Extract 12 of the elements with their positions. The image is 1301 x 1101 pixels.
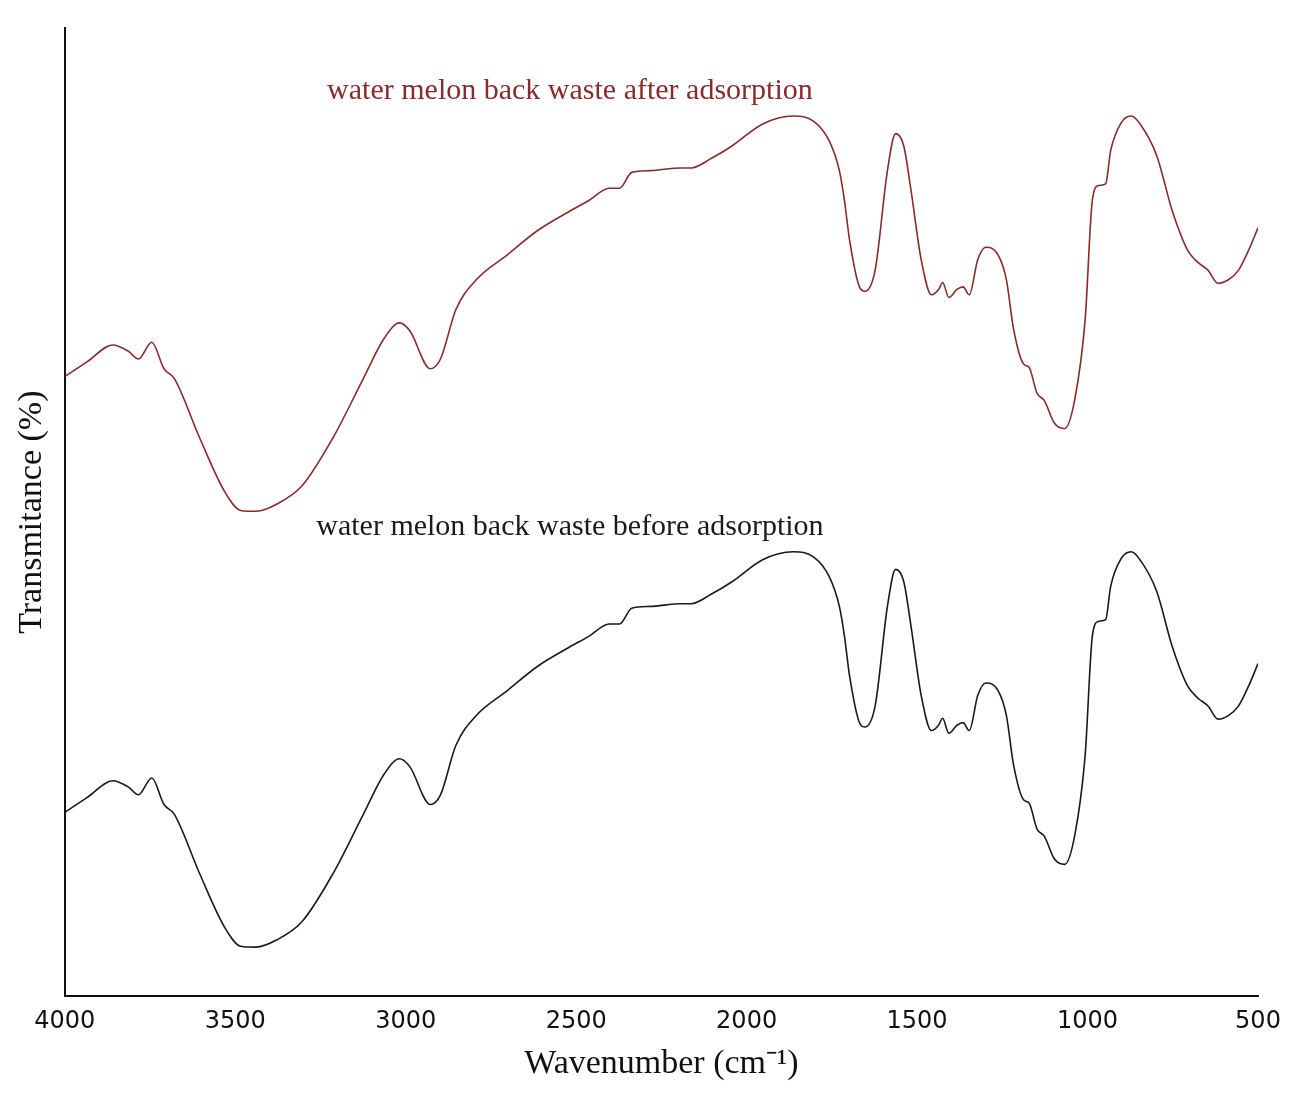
x-tick-label: 3500 <box>204 1006 266 1035</box>
x-tick-label: 4000 <box>34 1006 96 1035</box>
x-tick-label: 1000 <box>1057 1006 1119 1035</box>
x-axis-title: Wavenumber (cm⁻¹) <box>524 1042 799 1081</box>
x-tick-label: 500 <box>1235 1006 1281 1035</box>
x-tick-label: 2500 <box>545 1006 607 1035</box>
x-tick-label: 2000 <box>716 1006 778 1035</box>
x-tick-label: 3000 <box>375 1006 437 1035</box>
x-tick-label: 1500 <box>886 1006 948 1035</box>
y-axis-title: Transmitance (%) <box>11 390 50 634</box>
series-label: water melon back waste after adsorption <box>327 71 813 105</box>
series-label: water melon back waste before adsorption <box>316 507 824 541</box>
